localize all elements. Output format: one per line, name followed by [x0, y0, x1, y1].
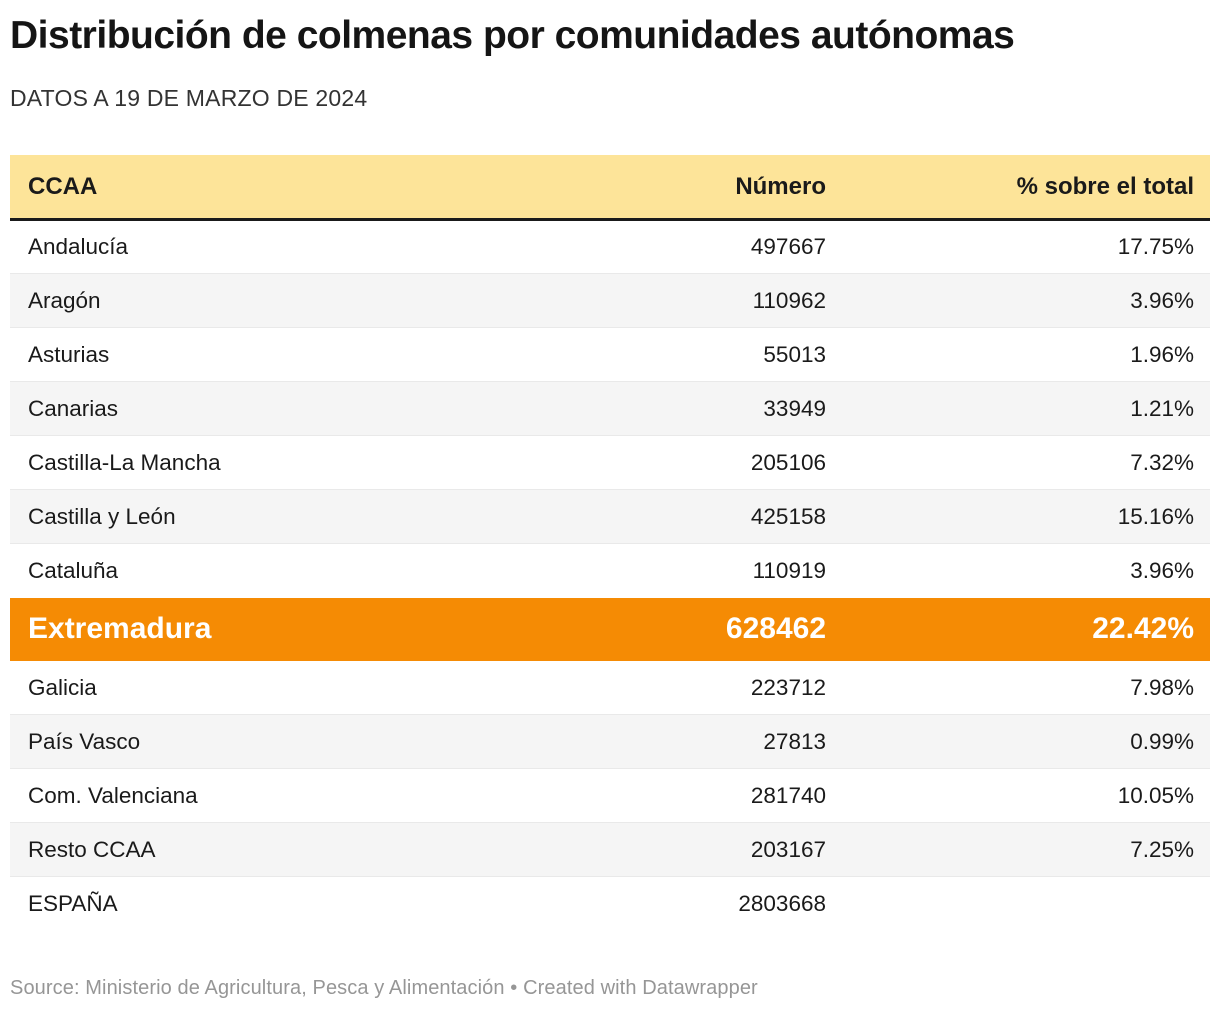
cell-pct: 15.16%: [826, 489, 1210, 544]
cell-ccaa: Com. Valenciana: [10, 768, 570, 823]
table-row: Asturias 55013 1.96%: [10, 327, 1210, 382]
cell-pct: 1.21%: [826, 381, 1210, 436]
cell-ccaa: Asturias: [10, 327, 570, 382]
cell-pct: 1.96%: [826, 327, 1210, 382]
cell-pct: 7.98%: [826, 660, 1210, 715]
table-row: Com. Valenciana 281740 10.05%: [10, 768, 1210, 823]
cell-numero: 628462: [570, 597, 826, 661]
cell-ccaa: País Vasco: [10, 714, 570, 769]
cell-pct: 7.32%: [826, 435, 1210, 490]
table-footer: Source: Ministerio de Agricultura, Pesca…: [10, 977, 1210, 1000]
table-row: Castilla-La Mancha 205106 7.32%: [10, 435, 1210, 490]
page-title: Distribución de colmenas por comunidades…: [10, 14, 1015, 57]
cell-ccaa: Castilla-La Mancha: [10, 435, 570, 490]
table-row: Extremadura 628462 22.42%: [10, 597, 1210, 661]
cell-ccaa: ESPAÑA: [10, 876, 570, 931]
table-row: Canarias 33949 1.21%: [10, 381, 1210, 436]
column-header-ccaa: CCAA: [10, 154, 570, 222]
cell-ccaa: Aragón: [10, 273, 570, 328]
table-body: Andalucía 497667 17.75% Aragón 110962 3.96% As…: [10, 219, 1210, 931]
column-header-pct-total: % sobre el total: [826, 154, 1210, 222]
cell-pct: [826, 876, 1210, 931]
cell-ccaa: Resto CCAA: [10, 822, 570, 877]
cell-numero: 110962: [570, 273, 826, 328]
cell-ccaa: Extremadura: [10, 597, 570, 661]
table-head: CCAA Número % sobre el total: [10, 154, 1210, 222]
source-text: Source: Ministerio de Agricultura, Pesca…: [10, 976, 505, 999]
cell-ccaa: Castilla y León: [10, 489, 570, 544]
table-row: Resto CCAA 203167 7.25%: [10, 822, 1210, 877]
cell-pct: 7.25%: [826, 822, 1210, 877]
table-row: Aragón 110962 3.96%: [10, 273, 1210, 328]
cell-ccaa: Canarias: [10, 381, 570, 436]
cell-numero: 205106: [570, 435, 826, 490]
cell-pct: 22.42%: [826, 597, 1210, 661]
page-subtitle: DATOS A 19 DE MARZO DE 2024: [10, 84, 368, 111]
cell-ccaa: Cataluña: [10, 543, 570, 598]
table-row: Castilla y León 425158 15.16%: [10, 489, 1210, 544]
cell-numero: 27813: [570, 714, 826, 769]
table-row: País Vasco 27813 0.99%: [10, 714, 1210, 769]
cell-numero: 425158: [570, 489, 826, 544]
table-row: ESPAÑA 2803668: [10, 876, 1210, 931]
cell-numero: 55013: [570, 327, 826, 382]
datawrapper-table-page: Distribución de colmenas por comunidades…: [0, 13, 1220, 1000]
cell-numero: 497667: [570, 219, 826, 274]
cell-numero: 223712: [570, 660, 826, 715]
column-header-numero: Número: [570, 154, 826, 222]
cell-numero: 203167: [570, 822, 826, 877]
cell-pct: 3.96%: [826, 543, 1210, 598]
table-row: Galicia 223712 7.98%: [10, 660, 1210, 715]
table-row: Cataluña 110919 3.96%: [10, 543, 1210, 598]
table-header-row: CCAA Número % sobre el total: [10, 154, 1210, 222]
cell-ccaa: Galicia: [10, 660, 570, 715]
cell-numero: 2803668: [570, 876, 826, 931]
cell-pct: 10.05%: [826, 768, 1210, 823]
cell-ccaa: Andalucía: [10, 219, 570, 274]
footer-separator: •: [510, 976, 518, 999]
cell-numero: 33949: [570, 381, 826, 436]
cell-numero: 281740: [570, 768, 826, 823]
datawrapper-credit-link[interactable]: Created with Datawrapper: [523, 976, 758, 999]
cell-numero: 110919: [570, 543, 826, 598]
cell-pct: 17.75%: [826, 219, 1210, 274]
cell-pct: 3.96%: [826, 273, 1210, 328]
beehives-table: CCAA Número % sobre el total Andalucía 49…: [10, 154, 1210, 931]
table-row: Andalucía 497667 17.75%: [10, 219, 1210, 274]
cell-pct: 0.99%: [826, 714, 1210, 769]
